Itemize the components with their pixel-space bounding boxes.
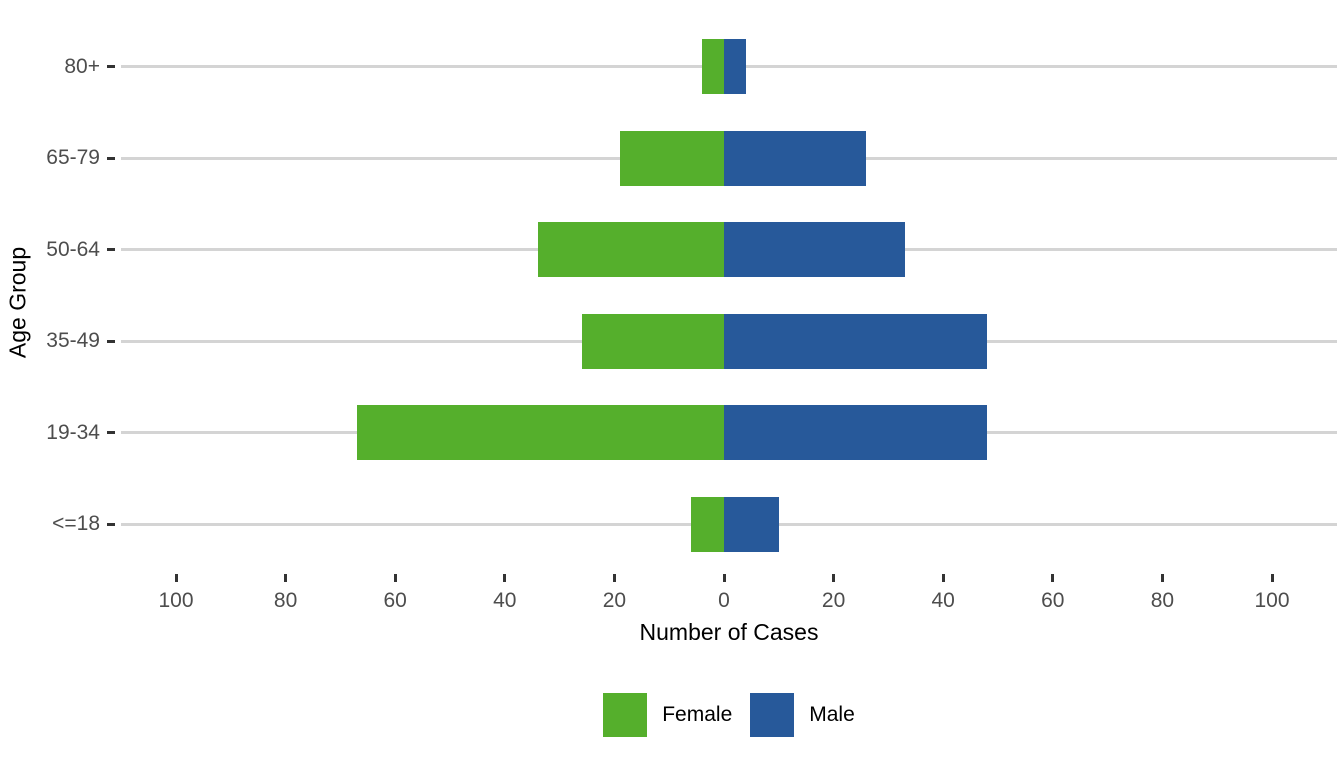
x-axis-tick-label: 60: [383, 589, 407, 612]
bar-female-35-49: [581, 313, 724, 369]
x-axis-tick: [832, 574, 836, 582]
x-axis-tick-label: 0: [718, 589, 730, 612]
bar-male-80+: [724, 39, 746, 94]
x-axis-tick: [612, 574, 616, 582]
bar-female-<=18: [691, 496, 724, 552]
bar-male-<=18: [724, 496, 779, 552]
x-axis-tick: [1270, 574, 1274, 582]
bar-female-65-79: [619, 130, 724, 186]
x-axis-tick: [174, 574, 178, 582]
x-axis-tick-label: 80: [273, 589, 298, 612]
bar-female-19-34: [356, 405, 724, 460]
legend: Female Male: [121, 693, 1337, 737]
y-axis-tick: [107, 65, 115, 68]
y-axis-tick-label: <=18: [52, 512, 100, 535]
y-axis-tick: [107, 156, 115, 160]
y-axis-tick-label: 80+: [64, 54, 100, 78]
y-axis-title: Age Group: [4, 246, 31, 359]
bar-male-50-64: [724, 222, 905, 277]
x-axis-title: Number of Cases: [639, 619, 819, 645]
x-axis-tick-label: 60: [1041, 589, 1065, 612]
y-axis-tick: [107, 522, 115, 526]
legend-swatch-female: [603, 693, 648, 737]
bar-female-80+: [702, 39, 724, 94]
legend-label-male: Male: [809, 703, 855, 726]
y-axis-tick: [107, 339, 115, 343]
y-axis-tick-label: 19-34: [46, 420, 100, 444]
legend-entry-female: Female: [603, 693, 732, 737]
y-axis-tick: [107, 248, 115, 251]
x-axis-tick: [1051, 574, 1055, 582]
bar-male-35-49: [724, 313, 988, 369]
x-axis-tick: [284, 574, 288, 582]
x-axis-tick-label: 20: [821, 589, 846, 612]
legend-label-female: Female: [662, 703, 733, 726]
legend-swatch-male: [750, 693, 795, 737]
x-axis-tick-label: 100: [1254, 589, 1290, 612]
bar-male-65-79: [724, 130, 867, 186]
y-axis-tick: [107, 431, 115, 434]
y-axis-tick-label: 35-49: [46, 329, 100, 352]
x-axis-tick-label: 100: [158, 589, 194, 612]
x-axis-tick-label: 40: [931, 589, 955, 612]
x-axis-tick-label: 80: [1150, 589, 1175, 612]
x-axis-tick: [722, 574, 726, 582]
x-axis-tick-label: 20: [602, 589, 627, 612]
bar-female-50-64: [537, 222, 724, 277]
bar-male-19-34: [724, 405, 988, 460]
x-axis-tick: [503, 574, 507, 582]
y-axis-tick-label: 50-64: [46, 237, 100, 261]
x-axis-tick-label: 40: [493, 589, 517, 612]
x-axis-tick: [393, 574, 397, 582]
x-axis-tick: [1160, 574, 1164, 582]
y-axis-tick-label: 65-79: [46, 146, 100, 169]
legend-entry-male: Male: [750, 693, 855, 737]
x-axis-tick: [941, 574, 945, 582]
